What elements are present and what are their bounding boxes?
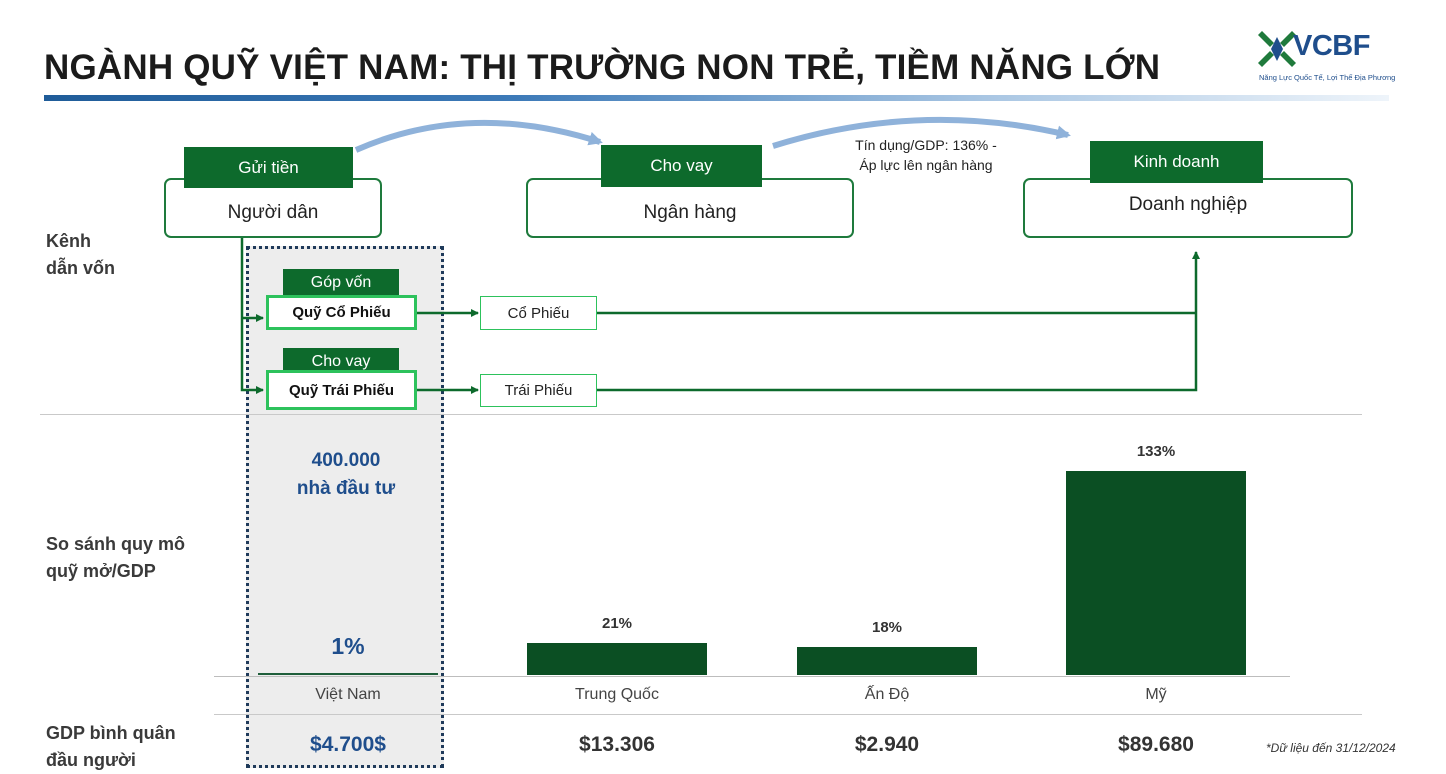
tag-contribute: Góp vốn bbox=[283, 269, 399, 296]
page-title: NGÀNH QUỸ VIỆT NAM: THỊ TRƯỜNG NON TRẺ, … bbox=[44, 48, 1161, 87]
bar-value-label: 133% bbox=[1136, 443, 1176, 460]
entity-people-label: Người dân bbox=[227, 202, 319, 223]
bar-1 bbox=[527, 643, 707, 675]
bar-2 bbox=[797, 647, 977, 675]
bar-0 bbox=[258, 673, 438, 675]
logo-tagline: Năng Lực Quốc Tế, Lợi Thế Địa Phương bbox=[1259, 73, 1396, 82]
vietnam-highlight-box bbox=[246, 246, 444, 768]
category-label: Trung Quốc bbox=[575, 686, 659, 703]
tag-business: Kinh doanh bbox=[1090, 141, 1263, 183]
section-label-fund-compare: So sánh quy mô quỹ mở/GDP bbox=[46, 534, 186, 581]
title-underline bbox=[44, 95, 1389, 101]
vcbf-logo-icon bbox=[1258, 31, 1296, 67]
chart-baseline bbox=[214, 676, 1290, 677]
gdp-per-capita-value: $13.306 bbox=[579, 733, 655, 756]
bar-3 bbox=[1066, 471, 1246, 675]
category-label: Ấn Độ bbox=[864, 686, 910, 703]
stock-asset-box: Cổ Phiếu bbox=[480, 296, 597, 330]
entity-business: Doanh nghiệp bbox=[1023, 178, 1353, 238]
bar-value-label: 1% bbox=[331, 633, 365, 659]
section-divider bbox=[214, 714, 1362, 715]
section-divider bbox=[40, 414, 1362, 415]
gdp-per-capita-value: $89.680 bbox=[1118, 733, 1194, 756]
bar-value-label: 18% bbox=[871, 619, 903, 636]
tag-deposit: Gửi tiền bbox=[184, 147, 353, 188]
bond-asset-box: Trái Phiếu bbox=[480, 374, 597, 407]
entity-business-label: Doanh nghiệp bbox=[1128, 194, 1248, 215]
bond-fund-box: Quỹ Trái Phiếu bbox=[266, 370, 417, 410]
section-label-gdp: GDP bình quân đầu người bbox=[46, 723, 176, 770]
category-label: Việt Nam bbox=[315, 686, 381, 703]
data-footnote: *Dữ liệu đến 31/12/2024 bbox=[1266, 741, 1396, 755]
logo-wordmark: VCBF bbox=[1293, 30, 1370, 62]
entity-bank: Ngân hàng bbox=[526, 178, 854, 238]
section-label-channel: Kênh dẫn vốn bbox=[46, 231, 116, 278]
category-label: Mỹ bbox=[1145, 686, 1167, 703]
tag-lending: Cho vay bbox=[601, 145, 762, 187]
gdp-per-capita-value: $2.940 bbox=[854, 733, 920, 756]
gdp-per-capita-value: $4.700$ bbox=[310, 733, 386, 756]
entity-bank-label: Ngân hàng bbox=[643, 202, 737, 223]
investors-count-note: 400.000 nhà đầu tư bbox=[296, 450, 396, 499]
bar-value-label: 21% bbox=[601, 615, 633, 632]
credit-gdp-note: Tín dụng/GDP: 136% - Áp lực lên ngân hàn… bbox=[855, 137, 997, 173]
equity-fund-box: Quỹ Cổ Phiếu bbox=[266, 295, 417, 330]
